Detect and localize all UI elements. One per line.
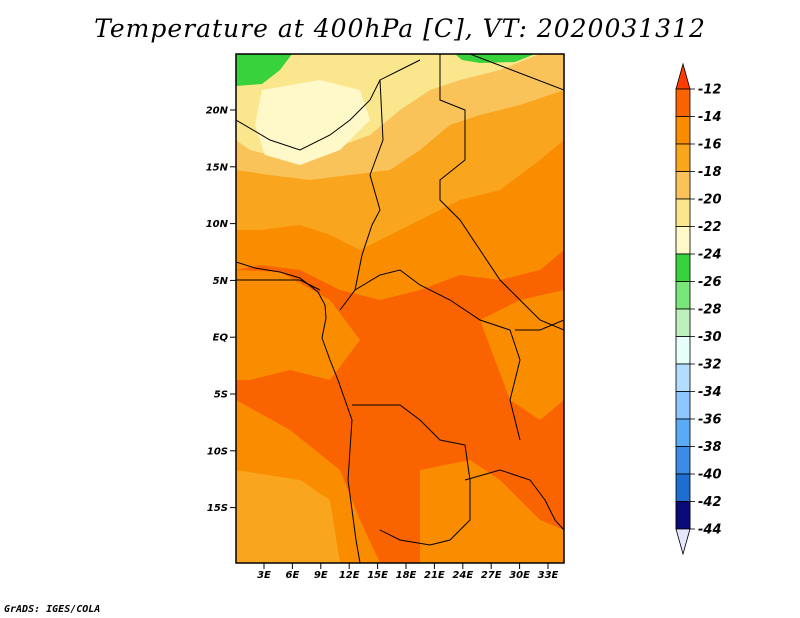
lat-tick-label: EQ [213, 333, 229, 344]
field-patch-northwest [236, 54, 292, 86]
colorbar-swatch [675, 418, 691, 447]
colorbar-label: -32 [698, 358, 722, 373]
colorbar-swatch [675, 171, 691, 200]
field-band-sw-ocean-cool [236, 470, 340, 563]
border-sudan [439, 54, 564, 331]
lon-tick-label: 21E [424, 570, 445, 581]
lon-tick-label: 12E [339, 570, 360, 581]
colorbar-label: -14 [698, 110, 722, 125]
lon-tick-label: 24E [452, 570, 473, 581]
colorbar-label: -44 [698, 523, 722, 538]
colorbar-swatch [675, 281, 691, 310]
colorbar-label: -18 [698, 165, 722, 180]
plot-title: Temperature at 400hPa [C], VT: 202003131… [94, 14, 706, 43]
colorbar-label: -38 [698, 440, 722, 455]
map-frame [235, 53, 565, 564]
lat-tick-label: 15S [207, 503, 228, 514]
lon-tick-label: 6E [286, 570, 300, 581]
colorbar-swatch [675, 363, 691, 392]
lon-tick-label: 33E [538, 570, 559, 581]
colorbar-label: -22 [698, 220, 722, 235]
lon-tick-label: 18E [396, 570, 417, 581]
temperature-field [236, 54, 564, 563]
border-egypt [469, 54, 564, 91]
colorbar-label: -34 [698, 385, 722, 400]
colorbar-label: -20 [698, 193, 722, 208]
border-cameroon [236, 279, 321, 291]
lon-tick-label: 27E [481, 570, 502, 581]
latitude-axis: 20N 15N 10N 5N EQ 5S 10S 15S [206, 106, 236, 514]
colorbar-label: -26 [698, 275, 722, 290]
lon-tick-label: 15E [367, 570, 388, 581]
colorbar-swatch [675, 88, 691, 117]
field-band-east [480, 290, 564, 420]
lon-tick-label: 30E [509, 570, 530, 581]
colorbar-label: -12 [698, 83, 722, 98]
lat-tick-label: 15N [206, 162, 229, 173]
colorbar-bottom-arrow [675, 528, 691, 556]
colorbar-swatch [675, 198, 691, 227]
colorbar-label: -16 [698, 138, 722, 153]
lon-tick-label: 3E [257, 570, 271, 581]
colorbar-label: -36 [698, 413, 722, 428]
lat-tick-label: 10N [206, 219, 229, 230]
border-zambia [464, 469, 564, 531]
border-uganda [515, 319, 564, 331]
colorbar-swatch [675, 501, 691, 530]
colorbar-top-arrow [675, 62, 691, 90]
colorbar-swatch [675, 308, 691, 337]
border-niger-chad [339, 79, 384, 311]
field-band-sahara-coolest [255, 80, 370, 165]
colorbar-swatch [675, 391, 691, 420]
border-angola [352, 404, 471, 546]
lat-tick-label: 5S [214, 390, 228, 401]
colorbar-swatch [675, 446, 691, 475]
colorbar: -12 -14 -16 -18 -20 -22 -24 -26 -28 -30 -32 -34 -36 -… [675, 62, 722, 556]
colorbar-label: -42 [698, 495, 722, 510]
colorbar-swatch [675, 253, 691, 282]
map-boundaries [236, 54, 564, 563]
colorbar-label: -24 [698, 248, 722, 263]
border-congo-north [354, 269, 521, 441]
west-coastline [236, 261, 361, 563]
colorbar-swatch [675, 116, 691, 145]
colorbar-label: -40 [698, 468, 722, 483]
credit-text: GrADS: IGES/COLA [4, 604, 101, 615]
colorbar-label: -30 [698, 330, 722, 345]
longitude-axis: 3E 6E 9E 12E 15E 18E 21E 24E 27E 30E 33E [257, 563, 559, 581]
border-sahara [236, 59, 421, 151]
colorbar-swatch [675, 143, 691, 172]
colorbar-swatch [675, 473, 691, 502]
field-band-gulf [236, 270, 360, 380]
field-band-se [420, 460, 564, 563]
colorbar-swatch [675, 226, 691, 255]
colorbar-swatch [675, 336, 691, 365]
lat-tick-label: 10S [207, 446, 228, 457]
lon-tick-label: 9E [314, 570, 328, 581]
lat-tick-label: 20N [206, 106, 229, 117]
colorbar-label: -28 [698, 303, 722, 318]
lat-tick-label: 5N [213, 276, 229, 287]
